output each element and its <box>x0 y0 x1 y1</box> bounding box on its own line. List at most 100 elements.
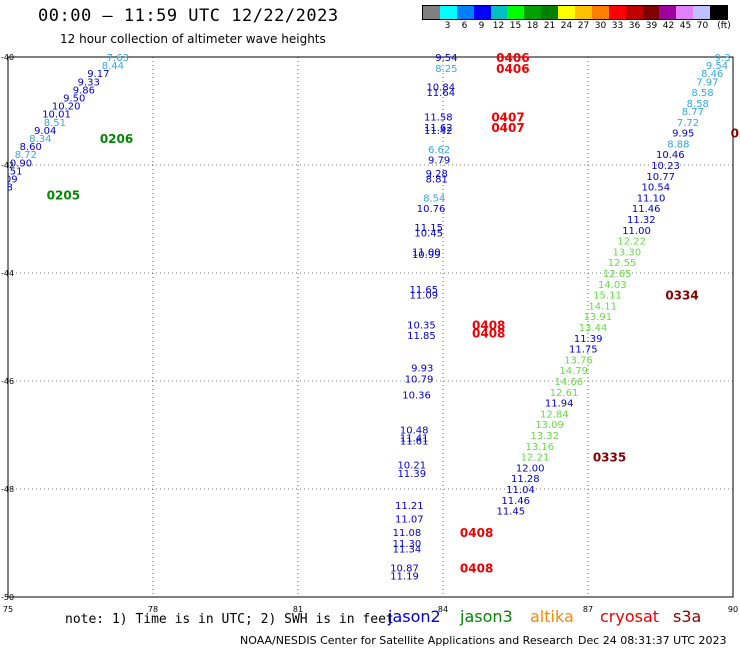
pass-number-label: 0408 <box>472 326 505 340</box>
pass-number-label: 0335 <box>593 451 626 465</box>
wave-height-label: 8.81 <box>426 175 448 186</box>
wave-height-label: 11.00 <box>412 247 441 258</box>
color-swatch <box>558 6 576 19</box>
lat-tick-label: -40 <box>1 53 14 62</box>
map-title: 00:00 – 11:59 UTC 12/22/2023 <box>38 6 339 26</box>
wave-height-label: 6.62 <box>428 145 450 156</box>
color-scale-tick: 36 <box>628 21 641 31</box>
wave-height-label: 9.86 <box>73 85 95 96</box>
wave-height-label: 9.28 <box>426 169 448 180</box>
wave-height-label: 11.15 <box>414 223 443 234</box>
wave-height-label: 11.42 <box>424 126 453 137</box>
color-swatch <box>575 6 592 19</box>
wave-height-label: 12.22 <box>617 237 646 248</box>
wave-height-label: 9.04 <box>34 126 56 137</box>
wave-height-label: 13.76 <box>564 355 593 366</box>
lon-tick-label: 78 <box>148 605 158 614</box>
wave-height-label: 10.23 <box>651 161 680 172</box>
wave-height-label: 11.39 <box>397 469 426 480</box>
color-scale-tick: 15 <box>509 21 522 31</box>
wave-height-label: 11.64 <box>426 88 455 99</box>
wave-height-label: 11.34 <box>393 544 422 555</box>
color-scale-tick: 3 <box>444 21 451 31</box>
color-swatch <box>524 6 542 19</box>
pass-number-label: 0406 <box>496 62 529 76</box>
color-scale-tick: 27 <box>577 21 590 31</box>
color-scale-tick: 6 <box>461 21 468 31</box>
wave-height-label: 10.09 <box>0 175 18 186</box>
wave-height-label: 12.65 <box>603 269 632 280</box>
color-swatch <box>423 6 440 19</box>
color-scale-tick: 12 <box>492 21 505 31</box>
wave-height-label: 11.30 <box>393 539 422 550</box>
color-scale-tick: 30 <box>594 21 607 31</box>
lat-tick-label: -42 <box>1 161 14 170</box>
wave-height-label: 11.09 <box>410 291 439 302</box>
color-scale-tick: 24 <box>560 21 573 31</box>
pass-number-label: 0334 <box>665 289 698 303</box>
wave-height-label: 9.54 <box>706 61 728 72</box>
wave-height-label: 11.10 <box>637 193 666 204</box>
wave-height-label: 13.16 <box>526 442 555 453</box>
color-swatch <box>659 6 677 19</box>
color-scale-tick: 42 <box>662 21 675 31</box>
wave-height-label: 11.39 <box>574 334 603 345</box>
pass-number-label: 0408 <box>472 318 505 332</box>
color-scale-tick: 45 <box>679 21 692 31</box>
color-scale-tick: 70 <box>696 21 709 31</box>
wave-height-label: 7.72 <box>677 118 699 129</box>
wave-height-label: 13.09 <box>535 420 564 431</box>
wave-height-label: 11.08 <box>393 528 422 539</box>
pass-number-label: 0408 <box>460 561 493 575</box>
color-swatch <box>625 6 643 19</box>
wave-height-label: 11.46 <box>501 496 530 507</box>
wave-height-label: 11.62 <box>424 123 453 134</box>
color-swatch <box>490 6 508 19</box>
wave-height-label: 9.08 <box>0 183 13 194</box>
legend-jason3: jason3 <box>460 607 513 626</box>
color-swatch <box>710 6 728 19</box>
wave-height-label: 8.44 <box>102 61 124 72</box>
wave-height-label: 8.72 <box>15 150 37 161</box>
legend-jason2: jason2 <box>388 607 441 626</box>
color-scale-tick: 9 <box>478 21 485 31</box>
pass-number-label: 0408 <box>460 526 493 540</box>
wave-height-label: 10.45 <box>414 229 443 240</box>
wave-height-label: 8.44 <box>0 191 8 202</box>
wave-height-label: 14.03 <box>598 280 627 291</box>
lon-tick-label: 81 <box>293 605 303 614</box>
wave-height-label: 9.93 <box>411 364 433 375</box>
wave-height-label: 10.01 <box>42 110 71 121</box>
wave-height-label: 11.46 <box>632 204 661 215</box>
wave-height-label: 13.30 <box>613 247 642 258</box>
wave-height-label: 14.11 <box>588 301 617 312</box>
wave-height-label: 11.28 <box>511 474 540 485</box>
lon-tick-label: 90 <box>728 605 738 614</box>
wave-height-label: 8.34 <box>29 134 51 145</box>
wave-height-label: 10.21 <box>397 461 426 472</box>
lat-tick-label: -44 <box>1 269 14 278</box>
wave-height-label: 10.46 <box>656 150 685 161</box>
legend-altika: altika <box>530 607 574 626</box>
wave-height-label: 8.46 <box>701 69 723 80</box>
wave-height-label: 13.32 <box>530 431 559 442</box>
legend-s3a: s3a <box>673 607 702 626</box>
wave-height-label: 10.87 <box>390 563 419 574</box>
wave-height-label: 10.35 <box>407 320 436 331</box>
lon-tick-label: 84 <box>438 605 448 614</box>
lon-tick-label: 75 <box>3 605 13 614</box>
wave-height-label: 11.00 <box>622 226 651 237</box>
wave-height-label: 14.66 <box>555 377 584 388</box>
wave-height-label: 12.21 <box>521 453 550 464</box>
map-subtitle: 12 hour collection of altimeter wave hei… <box>60 32 326 46</box>
color-swatch <box>693 6 711 19</box>
wave-height-label: 11.58 <box>424 112 453 123</box>
color-swatch <box>541 6 559 19</box>
wave-height-label: 7.63 <box>107 53 129 64</box>
lat-tick-label: -50 <box>1 593 14 602</box>
wave-height-label: 11.04 <box>506 485 535 496</box>
wave-height-label: 12.61 <box>550 388 579 399</box>
pass-number-label: 0205 <box>47 189 80 203</box>
wave-height-label: 11.21 <box>395 501 424 512</box>
